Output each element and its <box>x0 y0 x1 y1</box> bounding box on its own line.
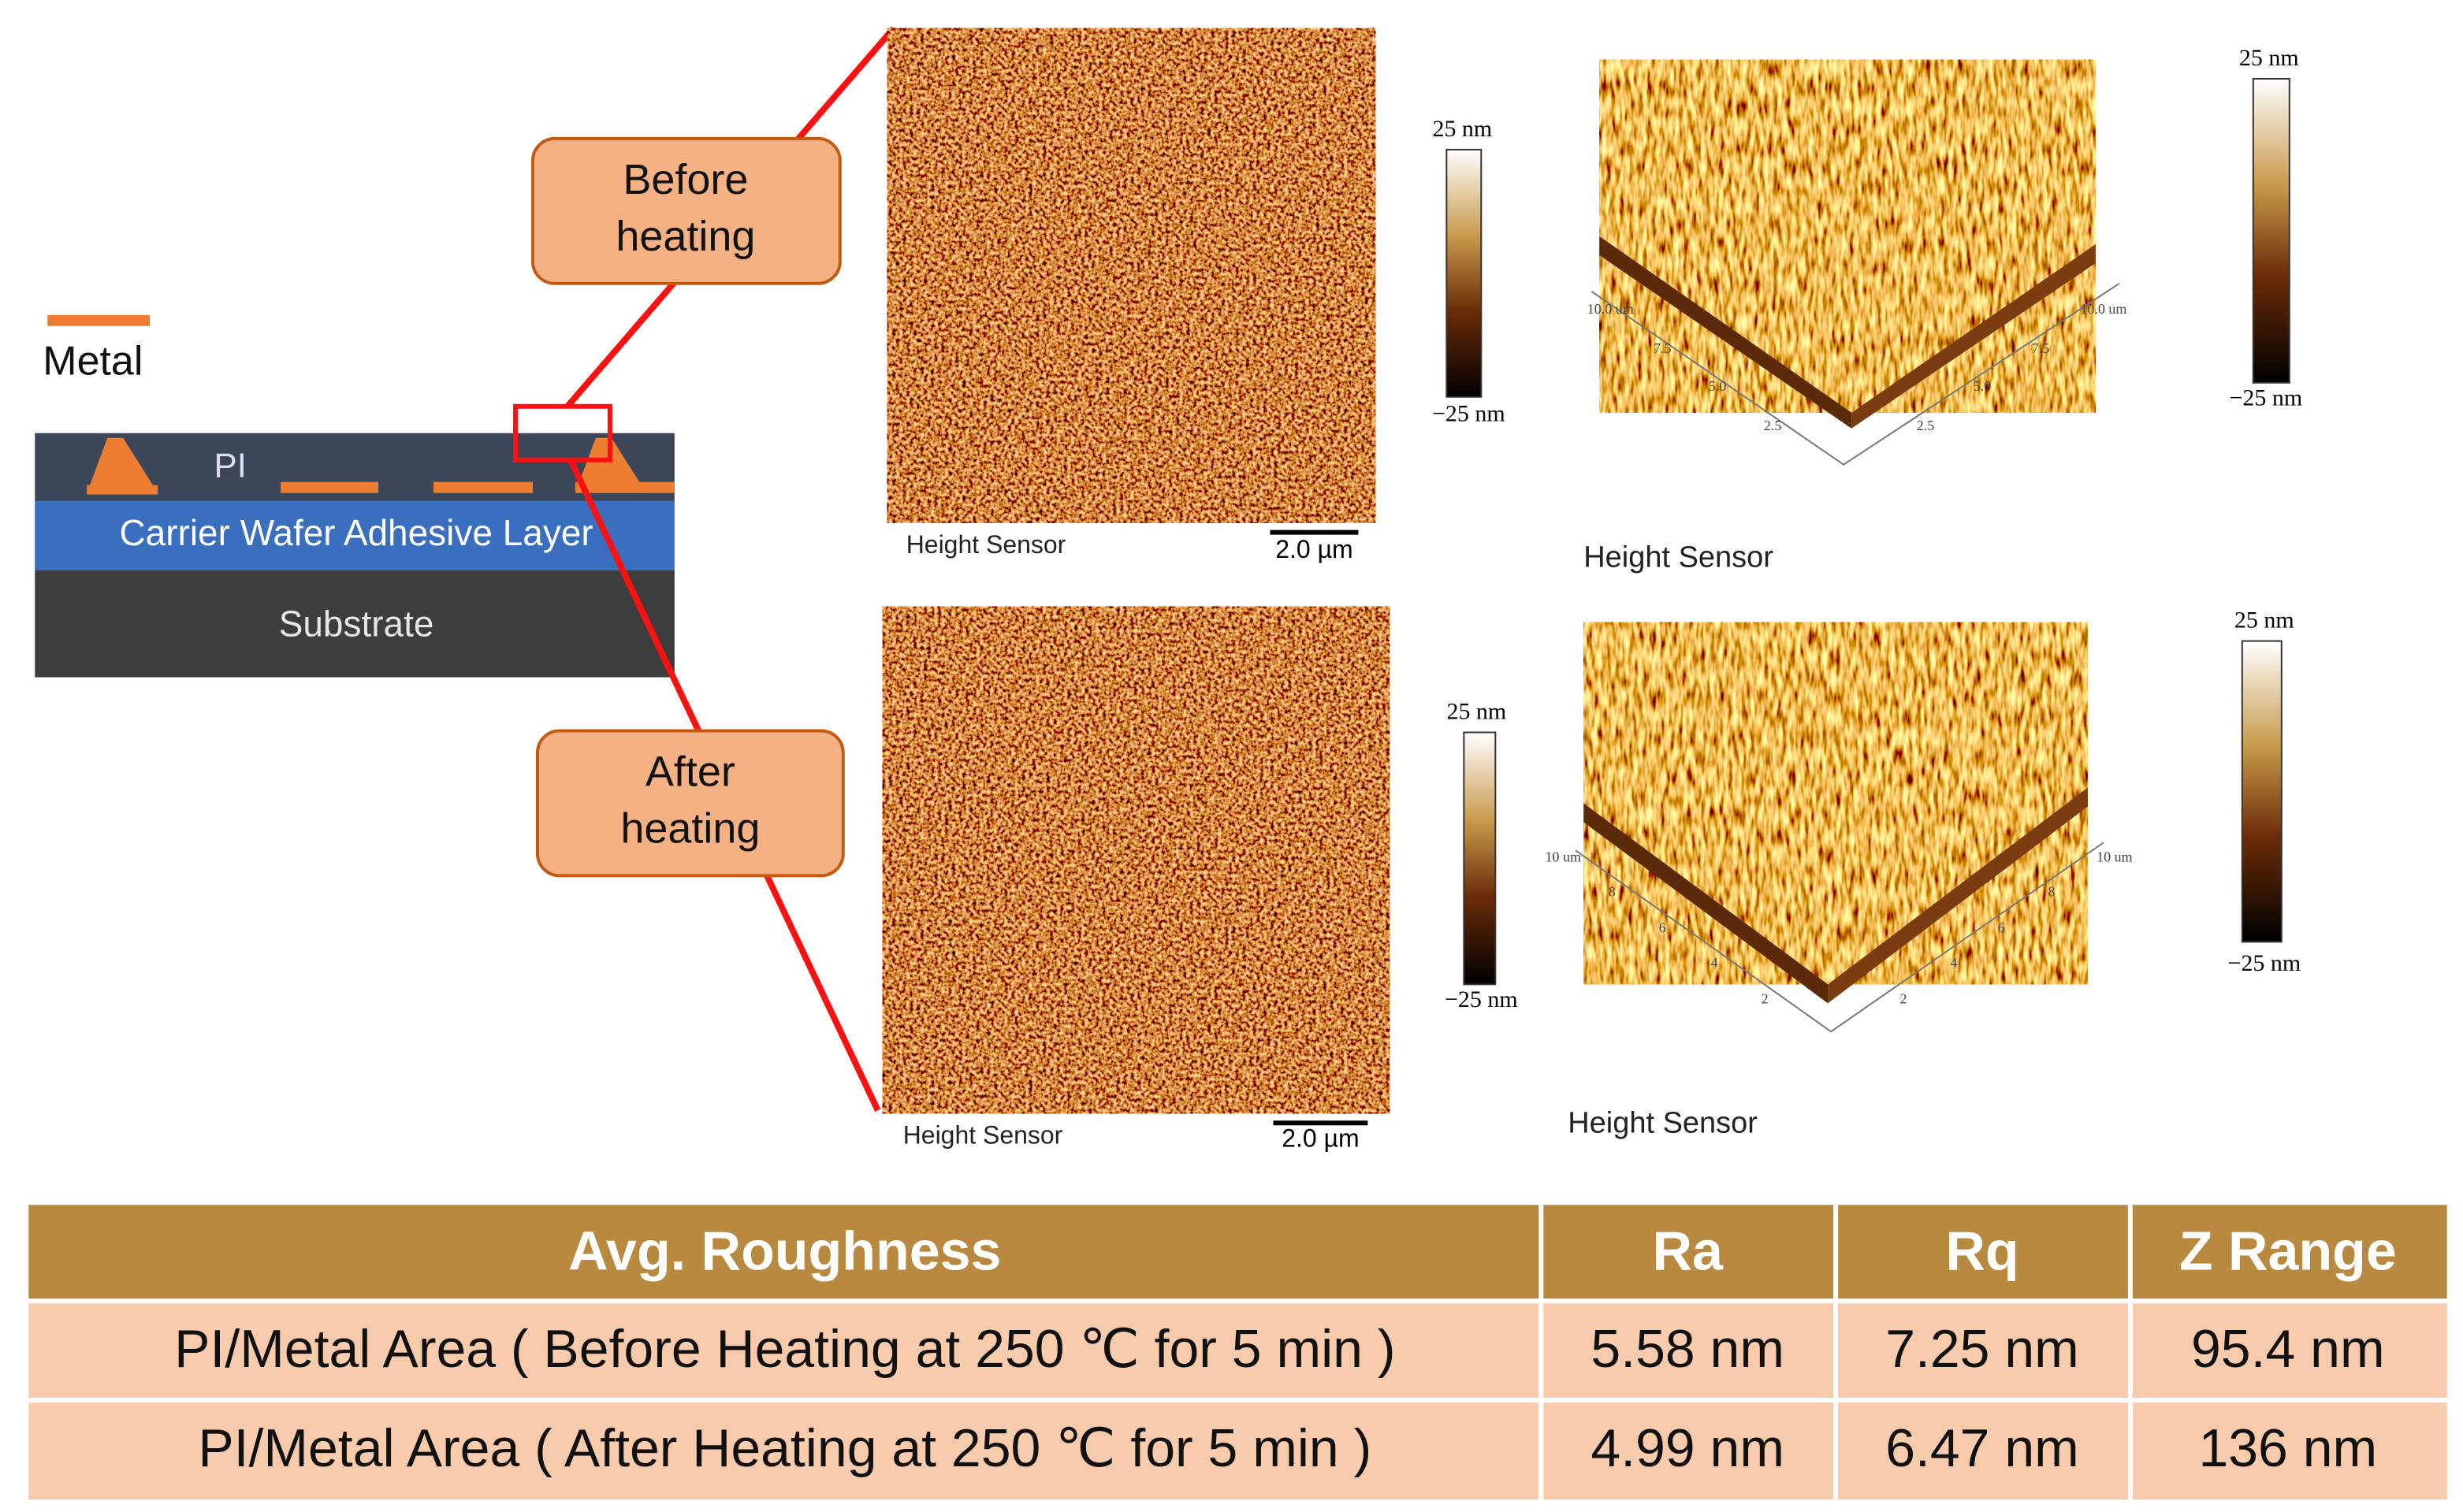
table-header: Rq <box>1945 1220 2018 1282</box>
table-row-bg <box>28 1402 2447 1500</box>
surface-tick-label: 8 <box>2048 884 2055 900</box>
surface-tick-label: 2.5 <box>1764 418 1781 433</box>
callout <box>535 729 845 878</box>
surface-edge <box>1583 803 1829 1004</box>
colorbar <box>2241 640 2283 943</box>
surface-tick-label: 8 <box>1609 884 1616 900</box>
metal-pad <box>433 481 533 493</box>
image-label: Height Sensor <box>906 530 1066 559</box>
metal-pad <box>281 481 379 493</box>
colorbar-label: −25 nm <box>1445 986 1518 1012</box>
surface-tick-label: 4 <box>1951 954 1958 970</box>
afm-image <box>882 606 1390 1114</box>
surface-tick-label: 7.5 <box>1654 340 1671 356</box>
afm-image <box>887 28 1376 523</box>
image-label: Height Sensor <box>903 1121 1063 1150</box>
substrate-layer <box>35 570 675 678</box>
surface-tick-label: 5.0 <box>1709 378 1726 394</box>
table-cell: PI/Metal Area ( After Heating at 250 ℃ f… <box>198 1418 1371 1478</box>
surface-tick-label: 4 <box>1711 954 1718 970</box>
table-header: Avg. Roughness <box>568 1220 1001 1282</box>
table-cell: 95.4 nm <box>2191 1319 2385 1379</box>
surface-tick-label: 6 <box>1659 920 1666 936</box>
table-row-bg <box>28 1302 2447 1399</box>
colorbar-label: −25 nm <box>2227 950 2301 976</box>
surface-tick-label: 7.5 <box>2032 340 2049 356</box>
surface-tick-label: 6 <box>1997 920 2004 936</box>
surface-edge <box>1599 236 1852 429</box>
metal-pad <box>575 481 675 493</box>
colorbar-label: 25 nm <box>2239 45 2299 71</box>
surface-edge <box>1851 243 2096 429</box>
metal-swatch <box>47 314 151 326</box>
colorbar-label: 25 nm <box>1432 116 1492 142</box>
zoom-box <box>512 403 612 463</box>
table-header: Ra <box>1652 1220 1724 1282</box>
surface-tick-label: 10 um <box>1546 849 1581 865</box>
colorbar-label: −25 nm <box>1432 401 1505 427</box>
table-cell: 7.25 nm <box>1885 1319 2079 1379</box>
scale-bar-label: 2.0 µm <box>1282 1124 1359 1153</box>
surface-axis <box>1575 841 2104 1033</box>
table-cell: PI/Metal Area ( Before Heating at 250 ℃ … <box>174 1319 1395 1379</box>
pi-label: PI <box>214 446 247 485</box>
colorbar-label: 25 nm <box>1446 698 1506 724</box>
adhesive-label: Carrier Wafer Adhesive Layer <box>119 512 593 553</box>
table <box>28 1205 2447 1500</box>
surface-tick-label: 10 um <box>2097 849 2132 865</box>
surface-tick-label: 5.0 <box>1974 378 1991 394</box>
colorbar <box>1463 731 1497 986</box>
callout-text: heating <box>616 213 755 260</box>
callout <box>530 136 842 285</box>
afm-surface <box>1583 622 2088 985</box>
surface-tick-label: 2 <box>1762 990 1769 1006</box>
table-cell: 136 nm <box>2198 1418 2377 1478</box>
colorbar <box>1445 148 1483 398</box>
metal-bump <box>575 437 646 493</box>
adhesive-layer <box>35 500 675 570</box>
scale-bar-label: 2.0 µm <box>1275 535 1352 563</box>
surface-label: Height Sensor <box>1583 541 1773 574</box>
table-cell: 5.58 nm <box>1591 1319 1784 1379</box>
callout-text: After <box>646 749 735 796</box>
metal-pad <box>87 485 158 495</box>
callout-text: heating <box>620 805 760 853</box>
surface-axis <box>1591 282 2120 466</box>
metal-bump <box>87 437 158 493</box>
legend-label: Metal <box>43 338 143 384</box>
surface-label: Height Sensor <box>1568 1106 1758 1139</box>
colorbar-label: 25 nm <box>2234 607 2294 633</box>
substrate-label: Substrate <box>279 604 434 645</box>
surface-edge <box>1828 787 2088 1004</box>
table-header-bg <box>28 1205 2447 1300</box>
table-cell: 6.47 nm <box>1885 1418 2079 1478</box>
afm-surface <box>1599 59 2096 413</box>
surface-tick-label: 2 <box>1900 990 1907 1006</box>
surface-tick-label: 2.5 <box>1917 418 1934 433</box>
colorbar <box>2252 77 2290 384</box>
surface-tick-label: 10.0 um <box>1587 301 1634 317</box>
table-header: Z Range <box>2179 1220 2397 1282</box>
colorbar-label: −25 nm <box>2229 385 2302 411</box>
surface-tick-label: 10.0 um <box>2080 301 2126 317</box>
callout-text: Before <box>623 156 748 203</box>
table-cell: 4.99 nm <box>1591 1418 1784 1478</box>
